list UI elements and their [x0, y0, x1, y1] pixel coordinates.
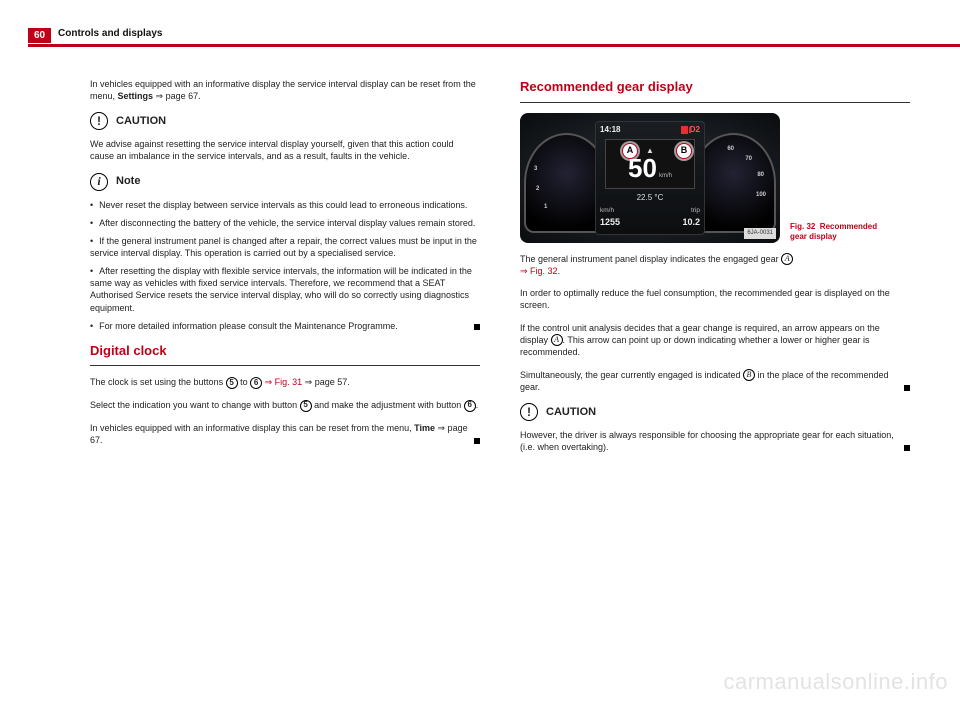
caution-body: However, the driver is always responsibl… [520, 430, 894, 452]
caution-heading-right: ! CAUTION [520, 403, 910, 421]
clock-value: 14:18 [600, 125, 620, 136]
gear-value: D2 [690, 125, 700, 136]
dc2c: . [476, 400, 479, 410]
end-marker [904, 445, 910, 451]
note-bullet: For more detailed information please con… [90, 321, 398, 331]
gear-indicator: D2 [681, 125, 700, 136]
figure-caption: Fig. 32 Recommended gear display [790, 222, 890, 243]
fuel-icon [681, 126, 688, 134]
button-6-icon: 6 [250, 377, 262, 389]
heading-rule [90, 365, 480, 366]
p4a: Simultaneously, the gear currently engag… [520, 370, 743, 380]
note-last: For more detailed information please con… [90, 320, 480, 332]
intro-bold: Settings [118, 91, 154, 101]
gauge-num: 2 [536, 185, 539, 193]
p1a: The general instrument panel display ind… [520, 254, 781, 264]
note-bullet: After disconnecting the battery of the v… [90, 217, 480, 229]
button-5-icon: 5 [226, 377, 238, 389]
callout-b: B [676, 143, 692, 159]
dc-line1: The clock is set using the buttons 5 to … [90, 376, 480, 389]
callout-b-inline-icon: B [743, 369, 755, 381]
p2: In order to optimally reduce the fuel co… [520, 287, 910, 311]
page-number: 60 [28, 28, 51, 43]
recommended-gear-heading: Recommended gear display [520, 78, 910, 96]
right-column: Recommended gear display 3 2 1 60 70 80 … [520, 78, 910, 464]
dc2b: and make the adjustment with button [312, 400, 464, 410]
gauge-num: 1 [544, 203, 547, 211]
fig-num: Fig. 32 [790, 222, 815, 231]
button-5-icon: 5 [300, 400, 312, 412]
odo-label: km/h [600, 207, 620, 216]
dc-line2: Select the indication you want to change… [90, 399, 480, 412]
note-bullet: After resetting the display with flexibl… [90, 265, 480, 314]
content: In vehicles equipped with an informative… [90, 78, 910, 464]
heading-rule [520, 102, 910, 103]
dc3-bold: Time [414, 423, 435, 433]
intro-paragraph: In vehicles equipped with an informative… [90, 78, 480, 102]
caution-heading: ! CAUTION [90, 112, 480, 130]
callout-a-inline-icon: A [781, 253, 793, 265]
cp-top-row: 14:18 D2 [600, 125, 700, 136]
callout-a-inline-icon: A [551, 334, 563, 346]
figure-32: 3 2 1 60 70 80 100 14:18 D2 [520, 113, 910, 243]
p1b: . [558, 266, 561, 276]
dc1b: to [238, 377, 251, 387]
gauge-num: 100 [756, 191, 766, 199]
section-title: Controls and displays [58, 28, 162, 39]
gauge-num: 80 [757, 171, 764, 179]
caution-icon: ! [520, 403, 538, 421]
dc-line3: In vehicles equipped with an informative… [90, 422, 480, 446]
gauge-num: 70 [745, 155, 752, 163]
center-display: 14:18 D2 ▲ 50 km/h 22.5 °C [595, 121, 705, 235]
header-rule [28, 44, 960, 47]
end-marker [474, 324, 480, 330]
speed-value: 50 [628, 155, 657, 181]
p3: If the control unit analysis decides tha… [520, 322, 910, 359]
fig31-xref: ⇒ Fig. 31 [265, 377, 303, 387]
caution-label: CAUTION [546, 405, 596, 420]
gauge-num: 60 [727, 145, 734, 153]
note-label: Note [116, 174, 140, 189]
speed-unit: km/h [659, 172, 672, 180]
trip-value: 10.2 [682, 216, 700, 228]
intro-tail: ⇒ page 67. [153, 91, 201, 101]
figure-tag: 6JA-0031 [744, 228, 776, 238]
caution-icon: ! [90, 112, 108, 130]
temp-value: 22.5 °C [637, 193, 664, 204]
p4: Simultaneously, the gear currently engag… [520, 369, 910, 394]
trip-label: trip [682, 207, 700, 216]
fig32-xref: ⇒ Fig. 32 [520, 266, 558, 276]
digital-clock-heading: Digital clock [90, 342, 480, 360]
caution-text-right: However, the driver is always responsibl… [520, 429, 910, 453]
p3b: . This arrow can point up or down indica… [520, 335, 870, 358]
end-marker [904, 385, 910, 391]
callout-a: A [622, 143, 638, 159]
end-marker [474, 438, 480, 444]
gauge-num: 3 [534, 165, 537, 173]
left-column: In vehicles equipped with an informative… [90, 78, 480, 464]
note-bullet: Never reset the display between service … [90, 199, 480, 211]
info-icon: i [90, 173, 108, 191]
button-6-icon: 6 [464, 400, 476, 412]
watermark: carmanualsonline.info [723, 669, 948, 695]
dc2a: Select the indication you want to change… [90, 400, 300, 410]
dashboard-image: 3 2 1 60 70 80 100 14:18 D2 [520, 113, 780, 243]
cp-bottom-row: km/h 1255 trip 10.2 [600, 207, 700, 228]
dc1d: ⇒ page 57. [302, 377, 350, 387]
odo-value: 1255 [600, 216, 620, 228]
dc3a: In vehicles equipped with an informative… [90, 423, 414, 433]
p1: The general instrument panel display ind… [520, 253, 910, 278]
note-heading: i Note [90, 173, 480, 191]
note-bullet: If the general instrument panel is chang… [90, 235, 480, 259]
dc1a: The clock is set using the buttons [90, 377, 226, 387]
caution-text: We advise against resetting the service … [90, 138, 480, 162]
caution-label: CAUTION [116, 114, 166, 129]
